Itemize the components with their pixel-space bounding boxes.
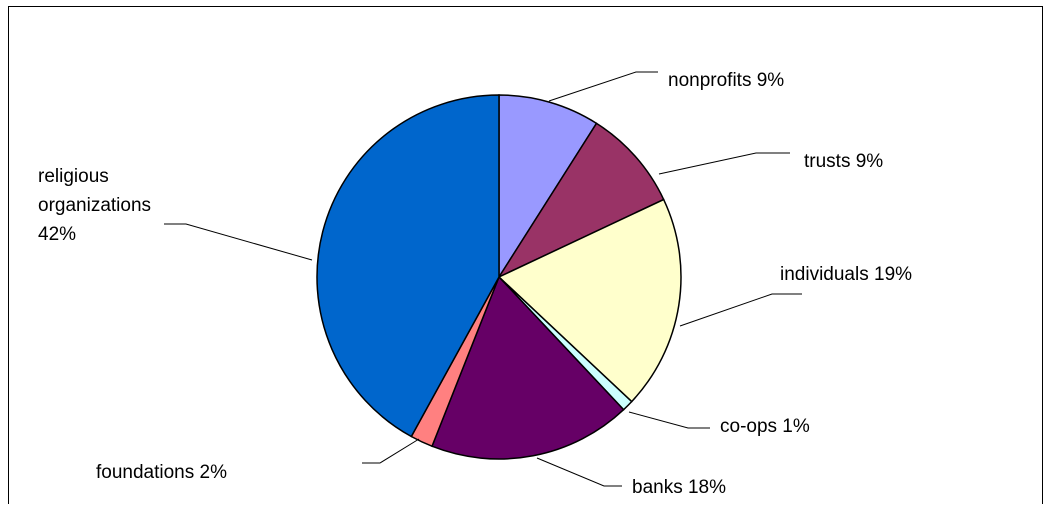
slice-label-individuals: individuals 19% xyxy=(780,264,912,285)
slice-label-line: banks 18% xyxy=(632,477,726,498)
pie-slice-nonprofits xyxy=(498,94,598,280)
leader-line-individuals xyxy=(679,293,802,327)
slice-label-trusts: trusts 9% xyxy=(804,151,883,172)
pie-slice-individuals xyxy=(497,198,682,403)
leader-line-religious-organizations xyxy=(164,223,313,261)
leader-line-trusts xyxy=(658,152,790,175)
slice-label-religious-organizations: religious organizations 42% xyxy=(38,166,151,245)
leader-line-banks xyxy=(536,457,622,487)
slice-label-line: 42% xyxy=(38,224,76,245)
slice-label-co-ops: co-ops 1% xyxy=(720,416,810,437)
slice-label-line: co-ops 1% xyxy=(720,416,810,437)
pie-slice-banks xyxy=(431,275,625,460)
slice-label-line: nonprofits 9% xyxy=(668,70,784,91)
slice-label-nonprofits: nonprofits 9% xyxy=(668,70,784,91)
slice-label-line: individuals 19% xyxy=(780,264,912,285)
slice-label-line: trusts 9% xyxy=(804,151,883,172)
slice-label-line: organizations xyxy=(38,195,151,216)
leader-line-nonprofits xyxy=(548,71,658,102)
leader-line-co-ops xyxy=(628,411,710,429)
leader-line-foundations xyxy=(362,438,420,464)
slice-labels: nonprofits 9% trusts 9% individuals 19% co-… xyxy=(38,70,912,498)
slice-label-foundations: foundations 2% xyxy=(96,462,227,483)
slice-label-line: foundations 2% xyxy=(96,462,227,483)
slice-label-line: religious xyxy=(38,166,109,187)
chart-frame xyxy=(8,6,1043,504)
leader-lines xyxy=(164,71,802,487)
pie-slice-trusts xyxy=(496,122,665,279)
pie-slice-religious-organizations xyxy=(316,94,500,438)
slice-label-banks: banks 18% xyxy=(632,477,726,498)
pie-slices xyxy=(316,94,682,460)
